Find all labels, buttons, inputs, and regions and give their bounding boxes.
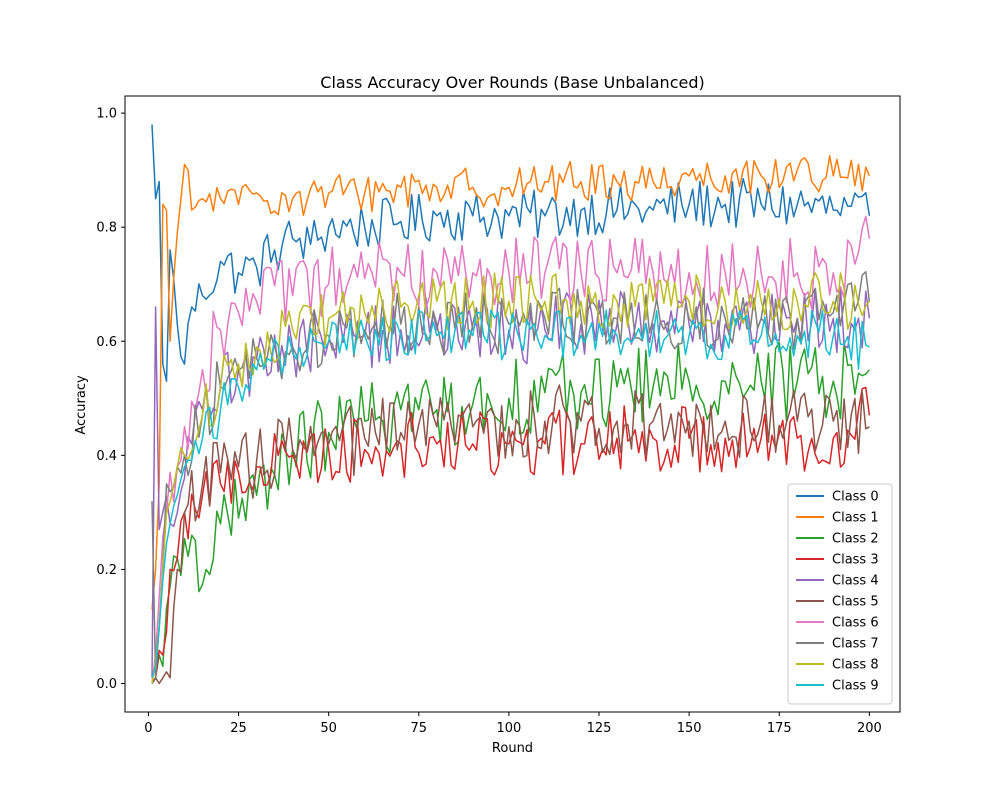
y-tick-label: 0.4 [96, 449, 117, 464]
series-line-class-1 [151, 155, 871, 610]
legend-label: Class 6 [832, 616, 879, 631]
x-tick-label: 25 [230, 721, 247, 736]
series-line-class-9 [151, 309, 870, 679]
series-line-class-6 [151, 215, 871, 684]
legend-label: Class 2 [832, 532, 879, 547]
legend-label: Class 5 [832, 595, 879, 610]
legend-label: Class 9 [832, 679, 879, 694]
y-tick-label: 0.6 [96, 335, 117, 350]
x-axis-ticks: 0 25 50 75 100 125 150 175 200 [144, 712, 882, 736]
x-tick-label: 125 [587, 721, 612, 736]
x-tick-label: 100 [496, 721, 521, 736]
legend-label: Class 0 [832, 490, 879, 505]
x-tick-label: 75 [411, 721, 428, 736]
y-tick-label: 1.0 [96, 107, 117, 122]
series-layer [151, 124, 871, 685]
x-axis-label: Round [492, 741, 533, 756]
y-tick-label: 0.0 [96, 677, 117, 692]
legend: Class 0 Class 1 Class 2 Class 3 Class 4 Class… [787, 483, 893, 705]
legend-label: Class 8 [832, 658, 879, 673]
legend-label: Class 4 [832, 574, 879, 589]
legend-label: Class 1 [832, 511, 879, 526]
chart-title: Class Accuracy Over Rounds (Base Unbalan… [320, 73, 704, 92]
x-tick-label: 50 [320, 721, 337, 736]
legend-label: Class 3 [832, 553, 879, 568]
series-line-class-5 [151, 384, 870, 685]
y-axis-label: Accuracy [74, 375, 89, 435]
x-tick-label: 0 [144, 721, 152, 736]
y-tick-label: 0.2 [96, 563, 117, 578]
x-tick-label: 175 [767, 721, 792, 736]
y-axis-ticks: 0.0 0.2 0.4 0.6 0.8 1.0 [96, 107, 125, 692]
y-tick-label: 0.8 [96, 221, 117, 236]
x-tick-label: 150 [677, 721, 702, 736]
plot-frame [124, 95, 901, 713]
x-tick-label: 200 [857, 721, 882, 736]
legend-label: Class 7 [832, 637, 879, 652]
series-line-class-4 [151, 286, 871, 678]
